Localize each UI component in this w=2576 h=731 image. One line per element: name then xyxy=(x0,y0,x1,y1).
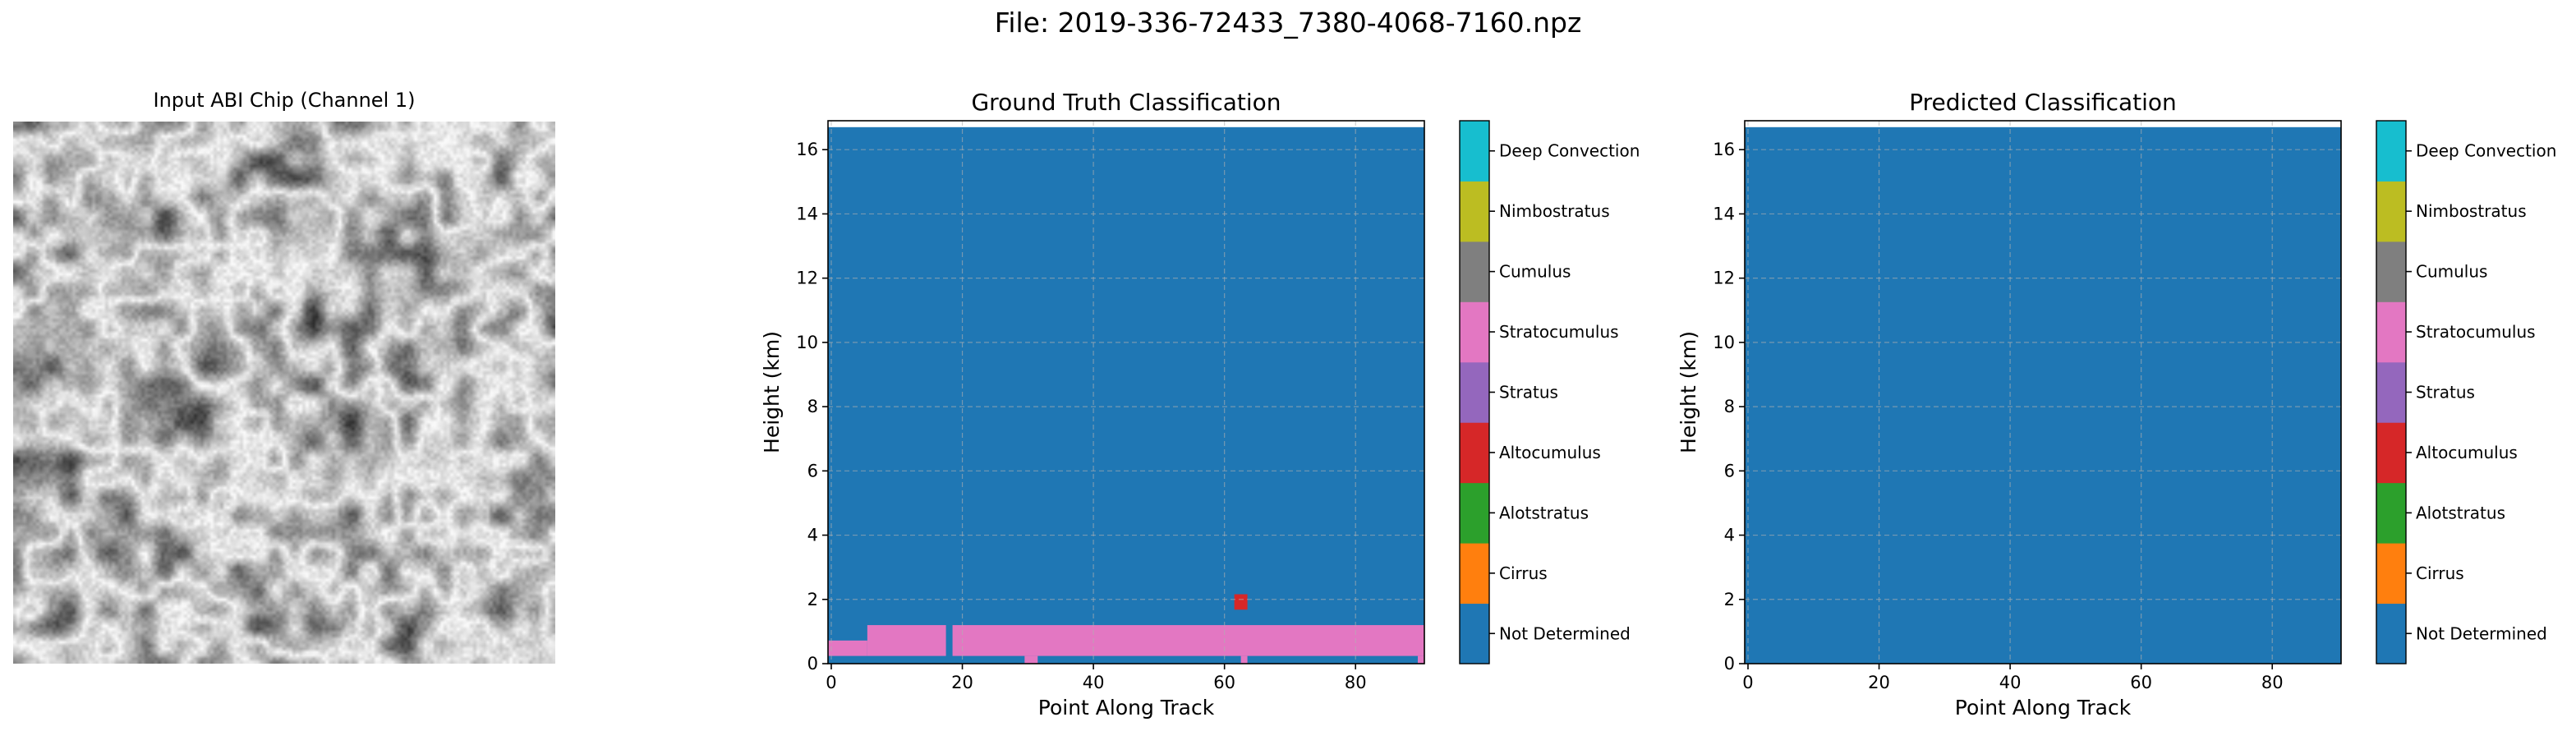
heatmap-cell-stratocumulus xyxy=(828,640,867,656)
y-tick-label: 12 xyxy=(796,269,818,288)
colorbar-segment-not-determined xyxy=(1460,603,1489,664)
colorbar-label: Nimbostratus xyxy=(2416,201,2527,221)
y-tick-label: 6 xyxy=(1724,461,1735,480)
colorbar-label: Altocumulus xyxy=(1499,443,1601,462)
colorbar-label: Alotstratus xyxy=(1499,503,1589,522)
axes-frame xyxy=(1744,120,2342,664)
colorbar-segment-stratus xyxy=(1460,361,1489,423)
colorbar-segment-not-determined xyxy=(2376,603,2406,664)
colorbar-label: Deep Convection xyxy=(1499,141,1640,161)
y-tick-label: 8 xyxy=(807,397,818,416)
colorbar-label: Alotstratus xyxy=(2416,503,2505,522)
x-tick-label: 40 xyxy=(1083,673,1105,692)
x-tick-label: 80 xyxy=(2261,673,2284,692)
x-axis-label: Point Along Track xyxy=(1038,696,1215,720)
x-tick-label: 20 xyxy=(1868,673,1890,692)
heatmap-cell-stratocumulus xyxy=(1418,655,1424,664)
ground-truth-panel: 0 20 40 60 80 0 2 4 6 8 10 12 14 16 Ground Truth Class… xyxy=(760,89,1640,720)
colorbar-label: Not Determined xyxy=(2416,623,2547,643)
heatmap-cell-stratocumulus xyxy=(1240,655,1248,664)
colorbar-segment-cirrus xyxy=(2376,543,2406,605)
colorbar-segment-stratus xyxy=(2376,361,2406,423)
axes-frame xyxy=(827,120,1425,664)
x-axis-label: Point Along Track xyxy=(1955,696,2132,720)
colorbar-segment-deep-convection xyxy=(1460,121,1489,182)
panel-title: Ground Truth Classification xyxy=(971,89,1281,116)
colorbar-segment-nimbostratus xyxy=(1460,181,1489,242)
y-tick-label: 4 xyxy=(807,526,818,545)
colorbar-label: Stratus xyxy=(2416,383,2475,402)
colorbar-segment-deep-convection xyxy=(2376,121,2406,182)
colorbar-segment-stratocumulus xyxy=(2376,301,2406,363)
colorbar-segment-altocumulus xyxy=(2376,422,2406,484)
colorbar-label: Cirrus xyxy=(2416,563,2464,583)
colorbar-label: Stratocumulus xyxy=(2416,322,2536,342)
colorbar-segment-alotstratus xyxy=(2376,482,2406,544)
colorbar-label: Cumulus xyxy=(1499,262,1571,282)
colorbar-segment-alotstratus xyxy=(1460,482,1489,544)
y-tick-label: 14 xyxy=(796,204,818,223)
colorbar-label: Altocumulus xyxy=(2416,443,2518,462)
colorbar-label: Cirrus xyxy=(1499,563,1548,583)
heatmap-cell-altocumulus xyxy=(1234,594,1248,610)
y-tick-label: 4 xyxy=(1724,526,1735,545)
colorbar-label: Not Determined xyxy=(1499,623,1631,643)
y-axis-label: Height (km) xyxy=(1677,331,1700,453)
y-tick-label: 0 xyxy=(1724,654,1735,674)
figure-title: File: 2019-336-72433_7380-4068-7160.npz xyxy=(994,7,1582,39)
heatmap-cell-stratocumulus xyxy=(867,625,946,656)
colorbar-label: Stratus xyxy=(1499,383,1558,402)
y-tick-label: 16 xyxy=(796,140,818,159)
y-tick-label: 0 xyxy=(807,654,818,674)
x-tick-label: 20 xyxy=(951,673,973,692)
heatmap-cell-stratocumulus xyxy=(1024,655,1038,664)
y-tick-label: 2 xyxy=(1724,590,1735,609)
y-tick-label: 10 xyxy=(796,333,818,352)
y-tick-label: 6 xyxy=(807,461,818,480)
panel-title: Predicted Classification xyxy=(1909,89,2177,116)
x-tick-label: 40 xyxy=(1999,673,2022,692)
colorbar-frame xyxy=(1459,120,1490,664)
colorbar-label: Stratocumulus xyxy=(1499,322,1619,342)
x-tick-label: 60 xyxy=(2130,673,2152,692)
colorbar-label: Nimbostratus xyxy=(1499,201,1610,221)
y-tick-label: 2 xyxy=(807,590,818,609)
colorbar-segment-stratocumulus xyxy=(1460,301,1489,363)
chip-title: Input ABI Chip (Channel 1) xyxy=(153,89,416,112)
heatmap-cell-stratocumulus xyxy=(952,625,1424,656)
colorbar-segment-nimbostratus xyxy=(2376,181,2406,242)
heatmap-background xyxy=(828,126,1424,664)
heatmap-background xyxy=(1745,126,2341,664)
y-tick-label: 8 xyxy=(1724,397,1735,416)
x-tick-label: 60 xyxy=(1213,673,1235,692)
colorbar-segment-cumulus xyxy=(1460,241,1489,302)
colorbar-frame xyxy=(2376,120,2407,664)
y-axis-label: Height (km) xyxy=(760,331,784,453)
colorbar-segment-cumulus xyxy=(2376,241,2406,302)
y-tick-label: 10 xyxy=(1713,333,1735,352)
x-tick-label: 80 xyxy=(1345,673,1367,692)
y-tick-label: 16 xyxy=(1713,140,1735,159)
abi-chip-image xyxy=(13,122,555,664)
colorbar-label: Deep Convection xyxy=(2416,141,2556,161)
colorbar-label: Cumulus xyxy=(2416,262,2487,282)
colorbar-segment-altocumulus xyxy=(1460,422,1489,484)
x-tick-label: 0 xyxy=(1742,673,1753,692)
y-tick-label: 12 xyxy=(1713,269,1735,288)
x-tick-label: 0 xyxy=(826,673,836,692)
predicted-panel: 0 20 40 60 80 0 2 4 6 8 10 12 14 16 Predicted Classifi… xyxy=(1677,89,2556,720)
y-tick-label: 14 xyxy=(1713,204,1735,223)
colorbar-segment-cirrus xyxy=(1460,543,1489,605)
